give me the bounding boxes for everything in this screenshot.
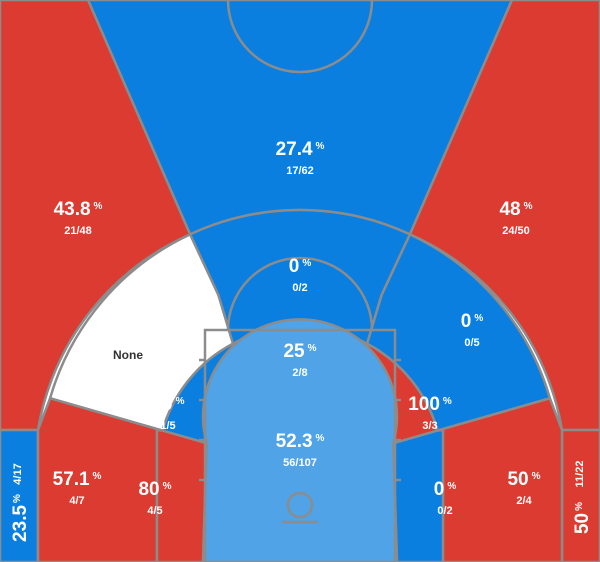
hoop bbox=[286, 491, 314, 519]
percent-symbol: % bbox=[12, 494, 23, 503]
percent-symbol: % bbox=[316, 141, 325, 152]
zone-ratio-text: 4/5 bbox=[147, 505, 162, 517]
percent-symbol: % bbox=[447, 481, 456, 492]
zone-pct-text: 43.8% bbox=[54, 199, 103, 220]
percent-symbol: % bbox=[443, 396, 452, 407]
percent-symbol: % bbox=[176, 396, 185, 407]
percent-symbol: % bbox=[302, 258, 311, 269]
label-long-2-left-baseline: 57.1 % 4/7 bbox=[53, 469, 102, 507]
court-lines bbox=[199, 0, 401, 562]
label-corner-3-left: 23.5% 4/17 bbox=[10, 463, 31, 542]
zone-corner-3-right bbox=[560, 428, 600, 562]
zone-pct-text: 52.3% bbox=[276, 431, 325, 452]
zone-ratio-text: 11/22 bbox=[574, 461, 586, 488]
zone-ratio-text: 4/17 bbox=[12, 463, 24, 484]
zone-corner-3-left bbox=[0, 428, 40, 562]
label-long-2-left-wing: None bbox=[113, 348, 143, 362]
zone-ratio-text: 21/48 bbox=[64, 225, 92, 237]
zone-ratio-text: 24/50 bbox=[502, 225, 530, 237]
label-above-break-3-left: 43.8 % 21/48 bbox=[54, 199, 103, 237]
center-circle bbox=[226, 0, 374, 74]
zone-ratio-text: 56/107 bbox=[283, 457, 317, 469]
percent-symbol: % bbox=[308, 343, 317, 354]
zone-ratio-text: 0/2 bbox=[437, 505, 452, 517]
zone-pct-text: 23.5% bbox=[10, 494, 31, 542]
free-throw-lane bbox=[203, 328, 397, 562]
zone-pct-text: None bbox=[113, 348, 143, 362]
zone-ratio-text: 0/2 bbox=[292, 282, 307, 294]
label-restricted-area: 52.3 % 56/107 bbox=[276, 431, 325, 469]
percent-symbol: % bbox=[163, 481, 172, 492]
free-throw-circle bbox=[226, 256, 374, 331]
zone-ratio-text: 0/5 bbox=[464, 337, 479, 349]
percent-symbol: % bbox=[93, 471, 102, 482]
zone-ratio-text: 3/3 bbox=[422, 420, 437, 432]
zone-ratio-text: 2/8 bbox=[292, 367, 307, 379]
zone-ratio-text: 1/5 bbox=[160, 420, 175, 432]
zone-short-left-baseline bbox=[155, 428, 209, 562]
percent-symbol: % bbox=[316, 433, 325, 444]
percent-symbol: % bbox=[474, 313, 483, 324]
percent-symbol: % bbox=[574, 502, 585, 511]
percent-symbol: % bbox=[532, 471, 541, 482]
label-above-break-3-center: 27.4 % 17/62 bbox=[276, 139, 325, 177]
zone-ratio-text: 17/62 bbox=[286, 165, 314, 177]
zone-restricted-area bbox=[201, 318, 399, 562]
zone-ratio-text: 2/4 bbox=[516, 495, 532, 507]
zone-ratio-text: 4/7 bbox=[69, 495, 84, 507]
percent-symbol: % bbox=[524, 201, 533, 212]
zone-pct-text: 57.1% bbox=[53, 469, 102, 490]
zone-pct-text: 27.4% bbox=[276, 139, 325, 160]
percent-symbol: % bbox=[94, 201, 103, 212]
